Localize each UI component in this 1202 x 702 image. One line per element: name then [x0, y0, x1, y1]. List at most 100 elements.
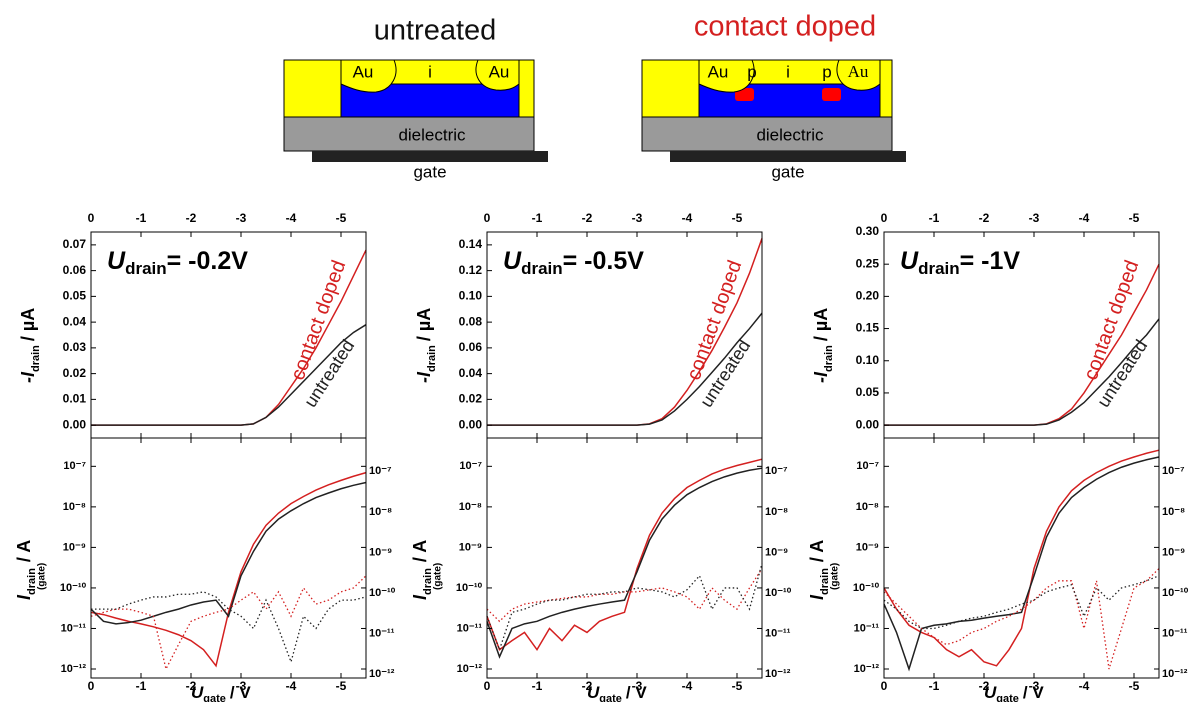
title-suffix: = -0.2V	[167, 247, 249, 275]
x-tick-label: -5	[1129, 211, 1140, 225]
label: Au	[848, 62, 869, 81]
y-tick-label: 10⁻¹²	[854, 663, 880, 675]
y-label-main: -I	[18, 371, 38, 383]
y2-tick-label: 10⁻¹²	[765, 668, 791, 680]
y-tick-label: 0.04	[459, 366, 483, 380]
y-tick-label: 10⁻¹¹	[457, 622, 483, 634]
y-label-subscript: drain	[422, 568, 434, 595]
y-label-suffix: / µA	[414, 308, 434, 341]
y-label-subscript2: (gate)	[830, 563, 841, 590]
label: dielectric	[756, 125, 824, 144]
plot-frame	[90, 437, 367, 679]
y-label-suffix: / µA	[811, 308, 831, 341]
y-axis-label: -Idrain / µA	[18, 308, 42, 383]
drain-current-line	[90, 471, 367, 668]
doped-region	[822, 88, 841, 101]
y-axis-label: Idrain / A(gate)	[410, 540, 444, 600]
y-label-subscript: drain	[426, 345, 438, 372]
y2-tick-label: 10⁻¹¹	[765, 627, 791, 639]
title-subscript: drain	[125, 259, 167, 278]
x-label-suffix: / V	[1023, 683, 1044, 702]
x-tick-label: -1	[929, 211, 940, 225]
y-label-text: Idrain / A	[807, 540, 831, 600]
diagram-title: contact doped	[694, 11, 876, 43]
y-tick-label: 0.00	[63, 417, 87, 431]
x-tick-label: 0	[88, 679, 95, 693]
x-tick-label: 0	[484, 211, 491, 225]
x-tick-label: -2	[186, 679, 197, 693]
label: dielectric	[398, 125, 466, 144]
label: i	[428, 62, 432, 81]
y-tick-label: 10⁻¹⁰	[456, 582, 483, 594]
y-tick-label: 10⁻⁷	[459, 460, 482, 472]
gate-current-line	[91, 591, 367, 664]
y2-tick-label: 10⁻¹⁰	[369, 587, 396, 599]
x-axis-label: Ugate / V	[587, 683, 647, 702]
x-tick-label: -1	[532, 211, 543, 225]
x-tick-label: -5	[1129, 679, 1140, 693]
y2-tick-label: 10⁻¹²	[1162, 668, 1188, 680]
y-axis-label: -Idrain / µA	[811, 308, 835, 383]
x-tick-label: -4	[286, 679, 297, 693]
x-tick-label: -4	[682, 679, 693, 693]
y2-tick-label: 10⁻⁸	[765, 506, 788, 518]
x-tick-label: -4	[1079, 211, 1090, 225]
y-label-subscript: drain	[823, 345, 835, 372]
x-label-main: U	[984, 683, 997, 702]
y-tick-label: 10⁻⁸	[459, 501, 482, 513]
diagram-contact-doped: contact doped Au p i p Au dielectric gat…	[641, 11, 906, 181]
gate-layer	[670, 151, 906, 162]
plot-frame	[486, 437, 763, 679]
x-tick-label: 0	[881, 679, 888, 693]
label: gate	[413, 162, 446, 181]
y2-tick-label: 10⁻¹⁰	[1162, 587, 1189, 599]
x-tick-label: -4	[682, 211, 693, 225]
x-tick-label: -3	[236, 211, 247, 225]
label: p	[747, 62, 756, 81]
y-tick-label: 10⁻¹¹	[61, 622, 87, 634]
x-label-subscript: gate	[996, 693, 1019, 702]
label: Au	[353, 62, 374, 81]
y-label-subscript: drain	[30, 345, 42, 372]
x-tick-label: -3	[632, 679, 643, 693]
diagram-title: untreated	[374, 15, 497, 47]
x-tick-label: 0	[881, 211, 888, 225]
panel-title: Udrain= -1V	[900, 247, 1020, 279]
y-tick-label: 0.25	[856, 256, 880, 270]
y2-tick-label: 10⁻¹²	[369, 668, 395, 680]
x-label-subscript: gate	[599, 693, 622, 702]
y-tick-label: 10⁻¹²	[61, 663, 87, 675]
x-tick-label: -2	[582, 211, 593, 225]
gate-current-line	[883, 568, 1160, 670]
y-tick-label: 0.30	[856, 224, 880, 238]
x-tick-label: -3	[1029, 679, 1040, 693]
y-tick-label: 10⁻¹²	[457, 663, 483, 675]
y-label-main: I	[14, 594, 34, 600]
drain-current-line	[90, 481, 367, 625]
x-tick-label: -1	[136, 211, 147, 225]
y-label-text: Idrain / A	[14, 540, 38, 600]
label: i	[786, 62, 790, 81]
y-tick-label: 0.02	[459, 392, 483, 406]
x-label-suffix: / V	[626, 683, 647, 702]
y-tick-label: 10⁻⁹	[63, 541, 86, 553]
y-tick-label: 10⁻¹⁰	[60, 582, 87, 594]
label: Au	[708, 62, 729, 81]
title-suffix: = -1V	[960, 247, 1021, 275]
y-label-text: Idrain / A	[410, 540, 434, 600]
y-tick-label: 0.06	[63, 263, 87, 277]
x-tick-label: -2	[979, 211, 990, 225]
x-tick-label: -3	[1029, 211, 1040, 225]
y2-tick-label: 10⁻⁹	[765, 546, 788, 558]
y-tick-label: 0.15	[856, 321, 880, 335]
gate-current-line	[486, 568, 763, 623]
drain-current-line	[883, 456, 1160, 672]
y-label-subscript2: (gate)	[433, 563, 444, 590]
title-subscript: drain	[918, 259, 960, 278]
x-tick-label: -5	[336, 679, 347, 693]
gate-layer	[312, 151, 548, 162]
gold-contact	[475, 59, 520, 91]
drain-current-line	[883, 449, 1160, 667]
title-suffix: = -0.5V	[563, 247, 645, 275]
